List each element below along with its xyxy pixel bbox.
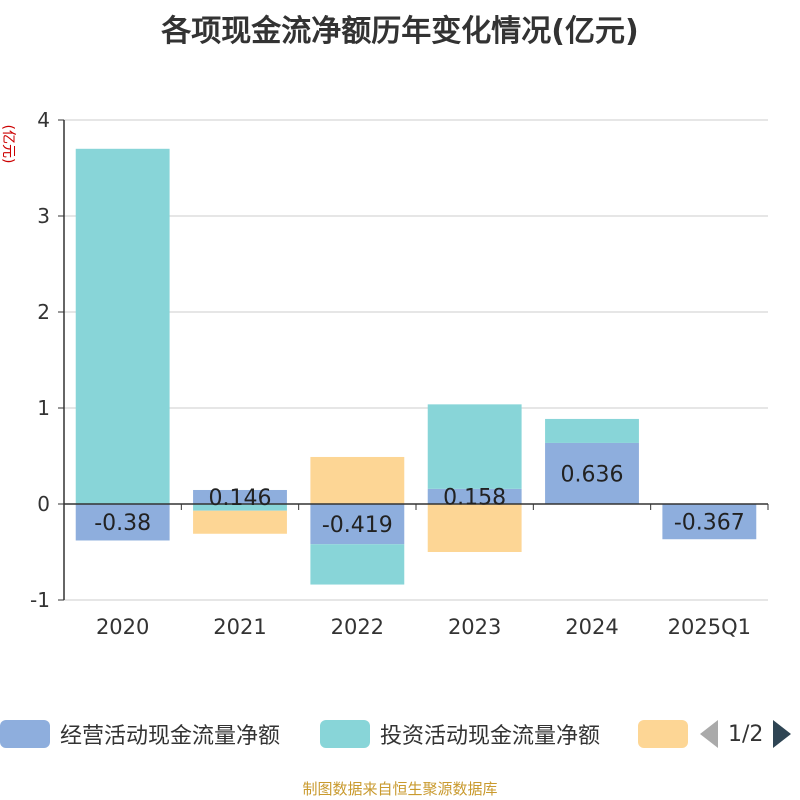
bar-investing-2024 — [545, 418, 639, 443]
bar-operating-2020 — [75, 504, 170, 541]
bar-investing-2020 — [75, 148, 170, 505]
data-label: 0.636 — [561, 462, 624, 487]
bar-chart: -1 0 1 2 3 4 2020 2021 2022 2023 2024 2025Q1 -0.38 0… — [0, 108, 769, 639]
legend-prev-icon[interactable] — [700, 720, 718, 748]
bar-operating-2021 — [193, 489, 287, 504]
x-tick-label: 2023 — [448, 615, 501, 639]
bar-operating-2023 — [427, 488, 522, 504]
legend-label-operating: 经营活动现金流量净额 — [60, 724, 281, 749]
x-tick-label: 2022 — [331, 615, 384, 639]
bar-layer — [75, 148, 757, 585]
label-layer: -0.38 0.146 -0.419 0.158 0.636 -0.367 — [94, 462, 745, 538]
data-label: -0.38 — [94, 511, 151, 536]
legend-item-third[interactable] — [638, 714, 688, 754]
x-tick-label: 2025Q1 — [668, 615, 751, 639]
x-tick-label: 2020 — [96, 615, 149, 639]
source-note: 制图数据来自恒生聚源数据库 — [302, 780, 498, 798]
legend-item-investing[interactable]: 投资活动现金流量净额 — [320, 714, 600, 754]
y-tick-label: 0 — [37, 492, 50, 516]
bar-operating-2025Q1 — [662, 504, 757, 540]
x-tick-label: 2024 — [565, 615, 618, 639]
bar-operating-2022 — [310, 504, 405, 545]
grid-layer — [64, 119, 768, 601]
legend-next-icon[interactable] — [773, 720, 792, 748]
data-label: -0.367 — [674, 511, 745, 536]
bar-investing-2022 — [310, 544, 405, 585]
bar-investing-2021 — [193, 504, 287, 511]
legend-item-operating[interactable]: 经营活动现金流量净额 — [0, 714, 280, 754]
bar-operating-2024 — [545, 442, 639, 504]
legend-page-indicator: 1/2 — [728, 721, 764, 747]
x-tick-label: 2021 — [213, 615, 266, 639]
bar-investing-2023 — [427, 404, 522, 489]
bar-financing-2023 — [427, 504, 522, 552]
data-label: -0.419 — [322, 513, 393, 538]
legend-label-investing: 投资活动现金流量净额 — [380, 724, 601, 749]
data-label: 0.158 — [443, 485, 506, 510]
chart-title: 各项现金流净额历年变化情况(亿元) — [161, 14, 639, 49]
legend-swatch-operating — [0, 720, 50, 748]
bar-financing-2022 — [310, 456, 405, 504]
legend-swatch-third — [638, 720, 688, 748]
y-axis-title: (亿元) — [0, 125, 16, 164]
y-tick-label: 4 — [37, 108, 50, 132]
bar-financing-2021 — [193, 510, 287, 534]
y-tick-label: 3 — [37, 204, 50, 228]
y-tick-label: 2 — [37, 300, 50, 324]
y-tick-label: -1 — [30, 588, 50, 612]
y-tick-label: 1 — [37, 396, 50, 420]
legend-pager: 1/2 — [700, 714, 792, 754]
legend-swatch-investing — [320, 720, 370, 748]
axis-layer: -1 0 1 2 3 4 2020 2021 2022 2023 2024 2025Q1 — [30, 108, 769, 639]
legend: 经营活动现金流量净额 投资活动现金流量净额 1/2 — [0, 714, 800, 754]
data-label: 0.146 — [209, 486, 272, 511]
